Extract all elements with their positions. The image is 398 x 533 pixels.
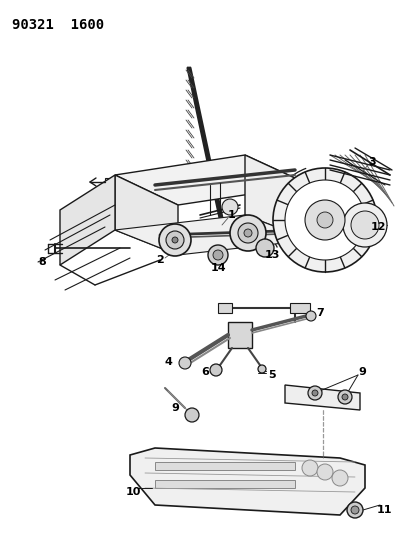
Polygon shape [130,448,365,515]
Circle shape [172,237,178,243]
Text: 13: 13 [264,250,280,260]
Circle shape [338,390,352,404]
Polygon shape [115,155,310,205]
Circle shape [208,245,228,265]
Circle shape [185,408,199,422]
Polygon shape [60,175,115,265]
Text: 3: 3 [368,157,376,167]
Circle shape [210,364,222,376]
Text: 9: 9 [171,403,179,413]
Circle shape [302,460,318,476]
Polygon shape [285,385,360,410]
Circle shape [317,464,333,480]
Circle shape [273,168,377,272]
Polygon shape [245,155,310,240]
Circle shape [332,470,348,486]
Text: 14: 14 [210,263,226,273]
Circle shape [258,365,266,373]
Circle shape [308,386,322,400]
Circle shape [305,200,345,240]
Circle shape [238,223,258,243]
Text: 11: 11 [376,505,392,515]
Circle shape [317,212,333,228]
Circle shape [306,311,316,321]
Text: 7: 7 [316,308,324,318]
Circle shape [166,231,184,249]
Text: 6: 6 [201,367,209,377]
Circle shape [213,250,223,260]
Text: 1: 1 [228,210,236,220]
Circle shape [230,215,266,251]
Circle shape [347,502,363,518]
Circle shape [285,180,365,260]
Polygon shape [228,322,252,348]
Circle shape [342,394,348,400]
Polygon shape [218,303,232,313]
Text: 5: 5 [268,370,276,380]
Polygon shape [115,175,178,255]
Text: 4: 4 [164,357,172,367]
Text: 2: 2 [156,255,164,265]
Circle shape [244,229,252,237]
Circle shape [159,224,191,256]
Polygon shape [155,462,295,470]
Circle shape [343,203,387,247]
Circle shape [351,211,379,239]
Polygon shape [115,215,310,255]
Circle shape [222,199,238,215]
Text: 12: 12 [370,222,386,232]
Circle shape [312,390,318,396]
Text: 10: 10 [125,487,140,497]
Text: 90321  1600: 90321 1600 [12,18,104,32]
Polygon shape [155,480,295,488]
Circle shape [256,239,274,257]
Circle shape [351,506,359,514]
Polygon shape [290,303,310,313]
Text: 8: 8 [38,257,46,267]
FancyBboxPatch shape [105,178,127,187]
Text: 9: 9 [358,367,366,377]
Circle shape [179,357,191,369]
